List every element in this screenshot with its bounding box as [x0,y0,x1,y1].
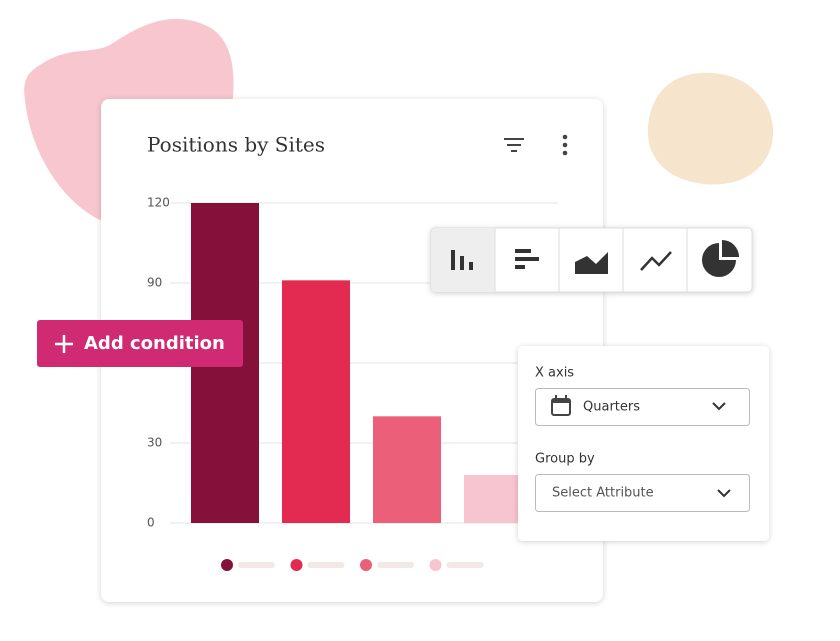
x-axis-value: Quarters [583,400,640,415]
settings-panel: X axis Quarters Group by Select Attribut… [518,346,769,541]
legend-placeholder [307,562,345,568]
legend-dot [360,559,372,571]
chart-title: Positions by Sites [147,133,325,157]
area-icon[interactable] [575,252,608,274]
bar [282,280,350,523]
legend-placeholder [446,562,484,568]
legend-dot [429,559,442,571]
hbar-icon[interactable] [515,249,539,269]
y-tick-label: 90 [147,276,162,290]
bar [373,416,441,523]
group-label: Group by [535,452,595,467]
legend-dot [221,559,233,571]
legend-dot [290,559,303,571]
line-icon[interactable] [640,251,672,271]
chart: 0306090120 [147,196,558,571]
more-icon[interactable] [562,134,568,156]
calendar-icon [551,395,571,416]
beige-blob [647,72,774,185]
button-label: Add condition [84,333,225,354]
pie-icon[interactable] [702,240,739,277]
group-select[interactable] [535,474,750,512]
y-tick-label: 0 [147,516,155,530]
add-condition-button[interactable]: Add condition [37,320,243,367]
chevron [712,402,726,411]
y-tick-label: 120 [147,196,170,210]
x-axis-select[interactable] [535,388,750,426]
chevron [717,489,731,498]
x-axis-label: X axis [535,366,574,381]
legend-placeholder [377,562,414,568]
legend-placeholder [238,562,275,568]
filter-icon[interactable] [504,138,524,152]
group-value: Select Attribute [552,486,654,501]
bar-icon[interactable] [451,250,473,270]
y-tick-label: 30 [147,436,162,450]
chart-type-toolbar [430,227,753,293]
